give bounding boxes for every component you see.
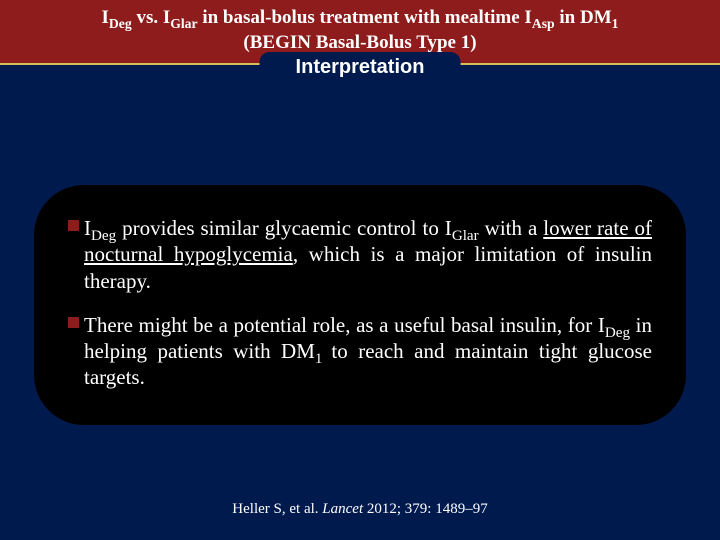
bullet-item: IDeg provides similar glycaemic control … <box>68 215 652 294</box>
interpretation-pill: Interpretation <box>260 52 461 83</box>
bullet-item: There might be a potential role, as a us… <box>68 312 652 391</box>
slide-title: IDeg vs. IGlar in basal-bolus treatment … <box>10 6 710 55</box>
bullet-text: IDeg provides similar glycaemic control … <box>84 216 652 293</box>
content-box: IDeg provides similar glycaemic control … <box>34 185 686 425</box>
bullet-square-icon <box>68 220 79 231</box>
title-banner: IDeg vs. IGlar in basal-bolus treatment … <box>0 0 720 65</box>
bullet-square-icon <box>68 317 79 328</box>
citation: Heller S, et al. Lancet 2012; 379: 1489–… <box>0 501 720 518</box>
bullet-text: There might be a potential role, as a us… <box>84 313 652 390</box>
